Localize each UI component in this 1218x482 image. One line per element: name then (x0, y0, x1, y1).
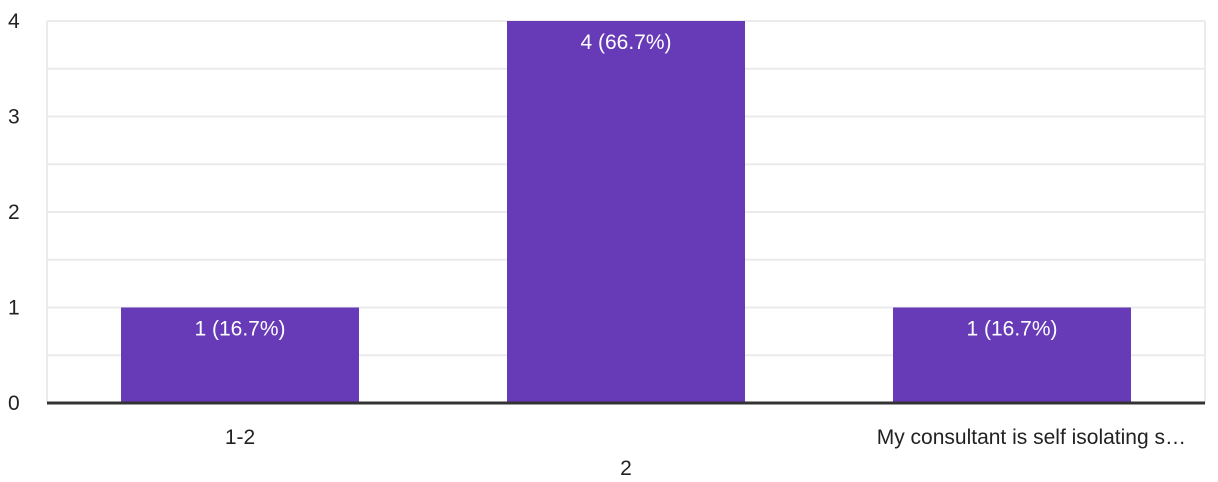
bar-data-label: 1 (16.7%) (194, 318, 285, 341)
y-tick-label: 1 (8, 297, 20, 320)
bar (893, 307, 1131, 403)
x-axis-ticks: 1-2 2 My consultant is self isolating s… (225, 426, 1186, 480)
data-labels: 1 (16.7%) 4 (66.7%) 1 (16.7%) (194, 31, 1057, 341)
bar-data-label: 4 (66.7%) (580, 31, 671, 54)
x-tick-label: 1-2 (225, 426, 255, 449)
bar-data-label: 1 (16.7%) (966, 318, 1057, 341)
y-tick-label: 4 (8, 10, 20, 33)
y-axis-ticks: 0 1 2 3 4 (8, 10, 20, 415)
x-tick-label: My consultant is self isolating s… (877, 426, 1186, 449)
y-tick-label: 3 (8, 106, 20, 129)
bars (121, 21, 1131, 403)
y-tick-label: 0 (8, 392, 20, 415)
bar (507, 21, 745, 403)
y-tick-label: 2 (8, 201, 20, 224)
x-tick-label: 2 (620, 457, 632, 480)
bar (121, 307, 359, 403)
